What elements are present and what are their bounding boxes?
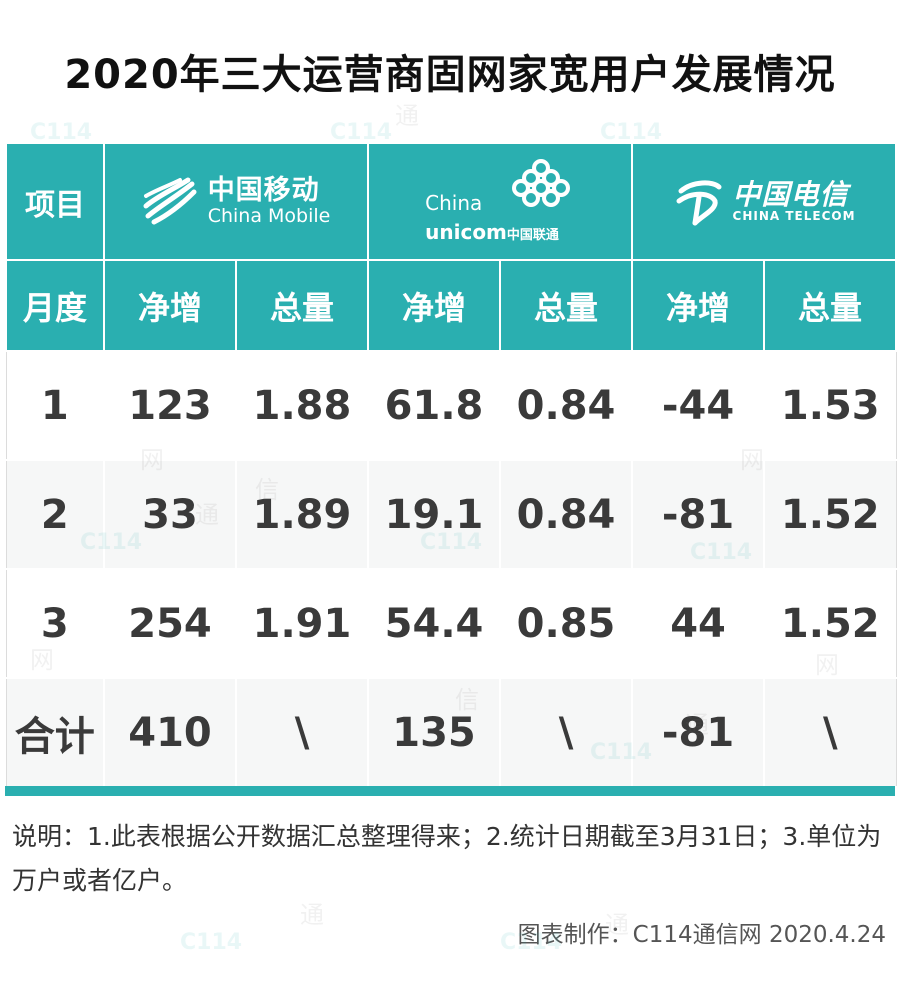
china-unicom-name-en-2: unicom [425, 220, 507, 244]
china-telecom-name-en: CHINA TELECOM [732, 209, 856, 224]
table-cell: 54.4 [367, 568, 502, 679]
row-label: 合计 [5, 677, 105, 788]
mobile-total-header: 总量 [234, 259, 370, 352]
table-cell: 123 [103, 350, 237, 461]
table-row: 1 123 1.88 61.8 0.84 -44 1.53 [5, 350, 897, 461]
telecom-net-header: 净增 [631, 259, 766, 352]
month-header: 月度 [5, 259, 105, 352]
mobile-net-header: 净增 [103, 259, 237, 352]
china-mobile-name-cn: 中国移动 [207, 175, 320, 207]
table-cell: 0.84 [499, 350, 634, 461]
telecom-total-header: 总量 [763, 259, 898, 352]
table-cell: 0.84 [499, 459, 634, 570]
table-cell: 19.1 [367, 459, 502, 570]
china-telecom-header: 中国电信 CHINA TELECOM [631, 142, 898, 261]
unicom-total-header: 总量 [499, 259, 634, 352]
china-telecom-name-cn: 中国电信 [732, 177, 849, 211]
table-cell: -44 [631, 350, 766, 461]
china-telecom-logo-icon [676, 179, 722, 225]
table-row: 2 33 1.89 19.1 0.84 -81 1.52 [5, 459, 897, 570]
chart-credit: 图表制作：C114通信网 2020.4.24 [517, 922, 886, 948]
table-cell: \ [234, 677, 370, 788]
table-cell: 1.89 [234, 459, 370, 570]
table-cell: -81 [631, 677, 766, 788]
china-unicom-header: China unicom中国联通 [367, 142, 634, 261]
table-cell: 0.85 [499, 568, 634, 679]
table-cell: 254 [103, 568, 237, 679]
page-title: 2020年三大运营商固网家宽用户发展情况 [64, 52, 836, 98]
table-cell: 1.53 [763, 350, 897, 461]
china-mobile-name-en: China Mobile [207, 204, 331, 227]
china-unicom-logo-icon [511, 158, 570, 207]
table-cell: 1.91 [234, 568, 370, 679]
watermark-logo: C114 [180, 930, 243, 955]
china-unicom-name-en-1: China [425, 191, 483, 215]
corner-header: 项目 [5, 142, 105, 261]
row-label: 1 [5, 350, 105, 461]
table-cell: \ [499, 677, 634, 788]
row-label: 3 [5, 568, 105, 679]
china-mobile-header: 中国移动 China Mobile [102, 142, 370, 261]
china-mobile-logo-icon [143, 177, 197, 225]
table-bottom-bar [5, 786, 895, 796]
table-cell: 1.88 [234, 350, 370, 461]
table-cell: -81 [631, 459, 766, 570]
table-cell: 135 [367, 677, 502, 788]
china-unicom-name-cn: 中国联通 [506, 228, 559, 243]
table-cell: 33 [103, 459, 237, 570]
row-label: 2 [5, 459, 105, 570]
table-cell: 44 [631, 568, 766, 679]
table-cell: \ [763, 677, 897, 788]
unicom-net-header: 净增 [367, 259, 502, 352]
broadband-table: 项目 中国移动 China Mobile [5, 142, 898, 788]
footnote: 说明：1.此表根据公开数据汇总整理得来；2.统计日期截至3月31日；3.单位为万… [12, 822, 882, 895]
table-cell: 61.8 [367, 350, 502, 461]
table-cell: 1.52 [763, 568, 897, 679]
table-cell: 410 [103, 677, 237, 788]
table-row-total: 合计 410 \ 135 \ -81 \ [5, 677, 897, 788]
table-cell: 1.52 [763, 459, 897, 570]
table-row: 3 254 1.91 54.4 0.85 44 1.52 [5, 568, 897, 679]
